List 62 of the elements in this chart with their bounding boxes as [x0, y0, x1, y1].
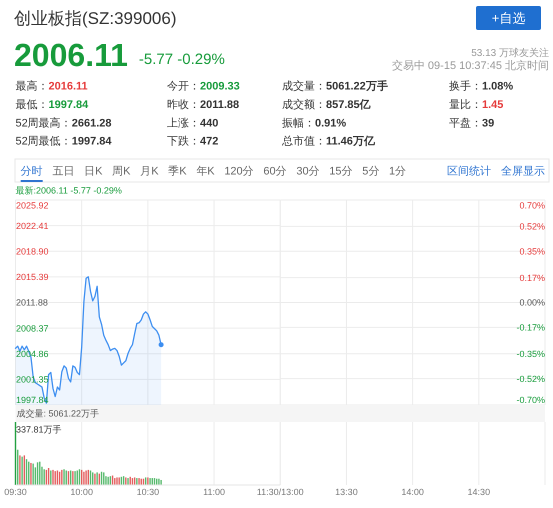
x-tick-label: 14:00 [401, 487, 424, 497]
y2-tick-label: 0.35% [519, 246, 545, 256]
text: 季K [168, 164, 188, 178]
text: 1分 [389, 166, 406, 178]
text: 五日 [52, 166, 74, 178]
text: 成交量：5061.22万手 [282, 80, 388, 92]
chart-title: 最新:2006.11 -5.77 -0.29% [16, 186, 122, 196]
text: 最高：2016.11 [16, 80, 88, 92]
text: 下跌：472 [167, 136, 218, 148]
text: 月K [140, 166, 160, 178]
text: 成交额：857.85亿 [282, 98, 372, 111]
text: 换手：1.08% [449, 80, 514, 92]
y2-tick-label: 0.17% [519, 272, 545, 283]
y2-tick-label: 0.52% [519, 222, 545, 232]
text: 53.13 万球友关注 [471, 47, 549, 59]
x-tick-label: 14:30 [468, 487, 490, 497]
x-tick-label: 09:30 [4, 487, 27, 497]
text: 最低：1997.84 [16, 98, 90, 111]
text: 2006.11 [14, 37, 128, 73]
text: 52周最低：1997.84 [16, 136, 112, 148]
text: 周K [112, 166, 132, 178]
y2-tick-label: 0.70% [519, 200, 545, 210]
text: 昨收：2011.88 [167, 98, 240, 111]
y2-tick-label: -0.70% [516, 395, 545, 405]
text: 上涨：440 [167, 116, 218, 130]
text: 创业板指(SZ:399006) [14, 9, 176, 28]
y2-tick-label: 0.00% [519, 298, 545, 308]
text: 15分 [329, 166, 353, 178]
text: 今开：2009.33 [167, 80, 240, 92]
y-tick-label: 2011.88 [16, 298, 48, 308]
y2-tick-label: -0.17% [516, 322, 545, 333]
text: 30分 [296, 166, 320, 178]
text: 交易中 09-15 10:37:45 北京时间 [392, 59, 549, 72]
x-tick-label: 11:30/13:00 [256, 487, 304, 497]
text: 5分 [362, 166, 380, 178]
chart-title: 成交量: 5061.22万手 [16, 408, 100, 419]
y-tick-label: 2015.39 [16, 272, 49, 282]
text: 52周最高：2661.28 [16, 116, 112, 130]
text: 年K [196, 166, 216, 178]
y-tick-label: 2008.37 [16, 323, 49, 334]
x-tick-label: 10:30 [136, 487, 160, 497]
annotation: 337.81万手 [16, 424, 62, 434]
text: 振幅：0.91% [282, 117, 346, 130]
text: 全屏显示 [501, 166, 545, 178]
x-tick-label: 13:30 [335, 487, 358, 497]
text: 区间统计 [447, 164, 491, 178]
y-tick-label: 2022.41 [16, 220, 49, 231]
y-tick-label: 2018.90 [16, 246, 49, 256]
x-tick-label: 11:00 [203, 487, 225, 497]
text: 60分 [263, 166, 287, 178]
button: +自选 [476, 6, 541, 30]
y2-tick-label: -0.35% [516, 348, 545, 359]
text: 120分 [224, 166, 254, 178]
text: 平盘：39 [449, 117, 494, 130]
text: 总市值：11.46万亿 [281, 134, 376, 148]
text: 量比：1.45 [449, 98, 504, 111]
text: 分时 [20, 164, 43, 178]
y2-tick-label: -0.52% [516, 374, 545, 384]
y-tick-label: 2025.92 [16, 200, 49, 210]
text: 日K [84, 166, 104, 178]
x-tick-label: 10:00 [70, 487, 93, 497]
text: -5.77 -0.29% [138, 51, 225, 68]
